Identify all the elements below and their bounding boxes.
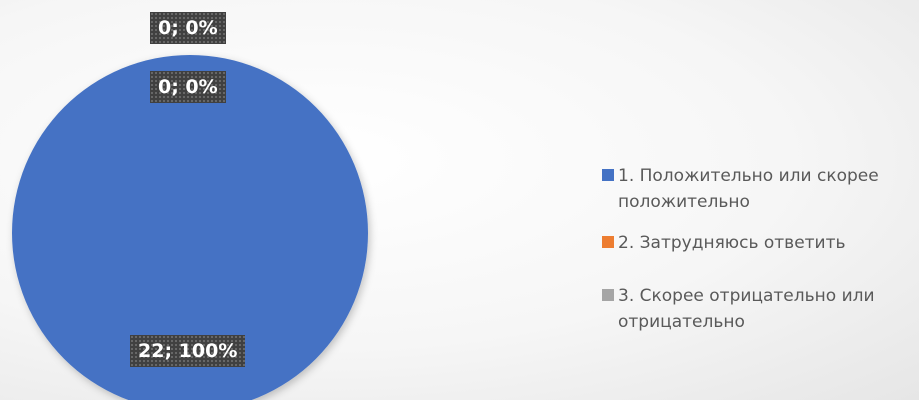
legend-label-undecided: 2. Затрудняюсь ответить	[618, 233, 846, 253]
data-label-undecided: 0; 0%	[150, 71, 226, 103]
pie-slice-positive	[12, 55, 368, 400]
chart-legend: 1. Положительно или скорее положительно …	[602, 0, 919, 400]
data-label-positive: 22; 100%	[130, 335, 246, 367]
legend-swatch-positive	[602, 169, 614, 181]
legend-swatch-negative	[602, 289, 614, 301]
data-label-negative: 0; 0%	[150, 12, 226, 44]
legend-label-positive: 1. Положительно или скорее положительно	[618, 166, 879, 212]
legend-swatch-undecided	[602, 236, 614, 248]
legend-label-negative: 3. Скорее отрицательно или отрицательно	[618, 286, 875, 332]
